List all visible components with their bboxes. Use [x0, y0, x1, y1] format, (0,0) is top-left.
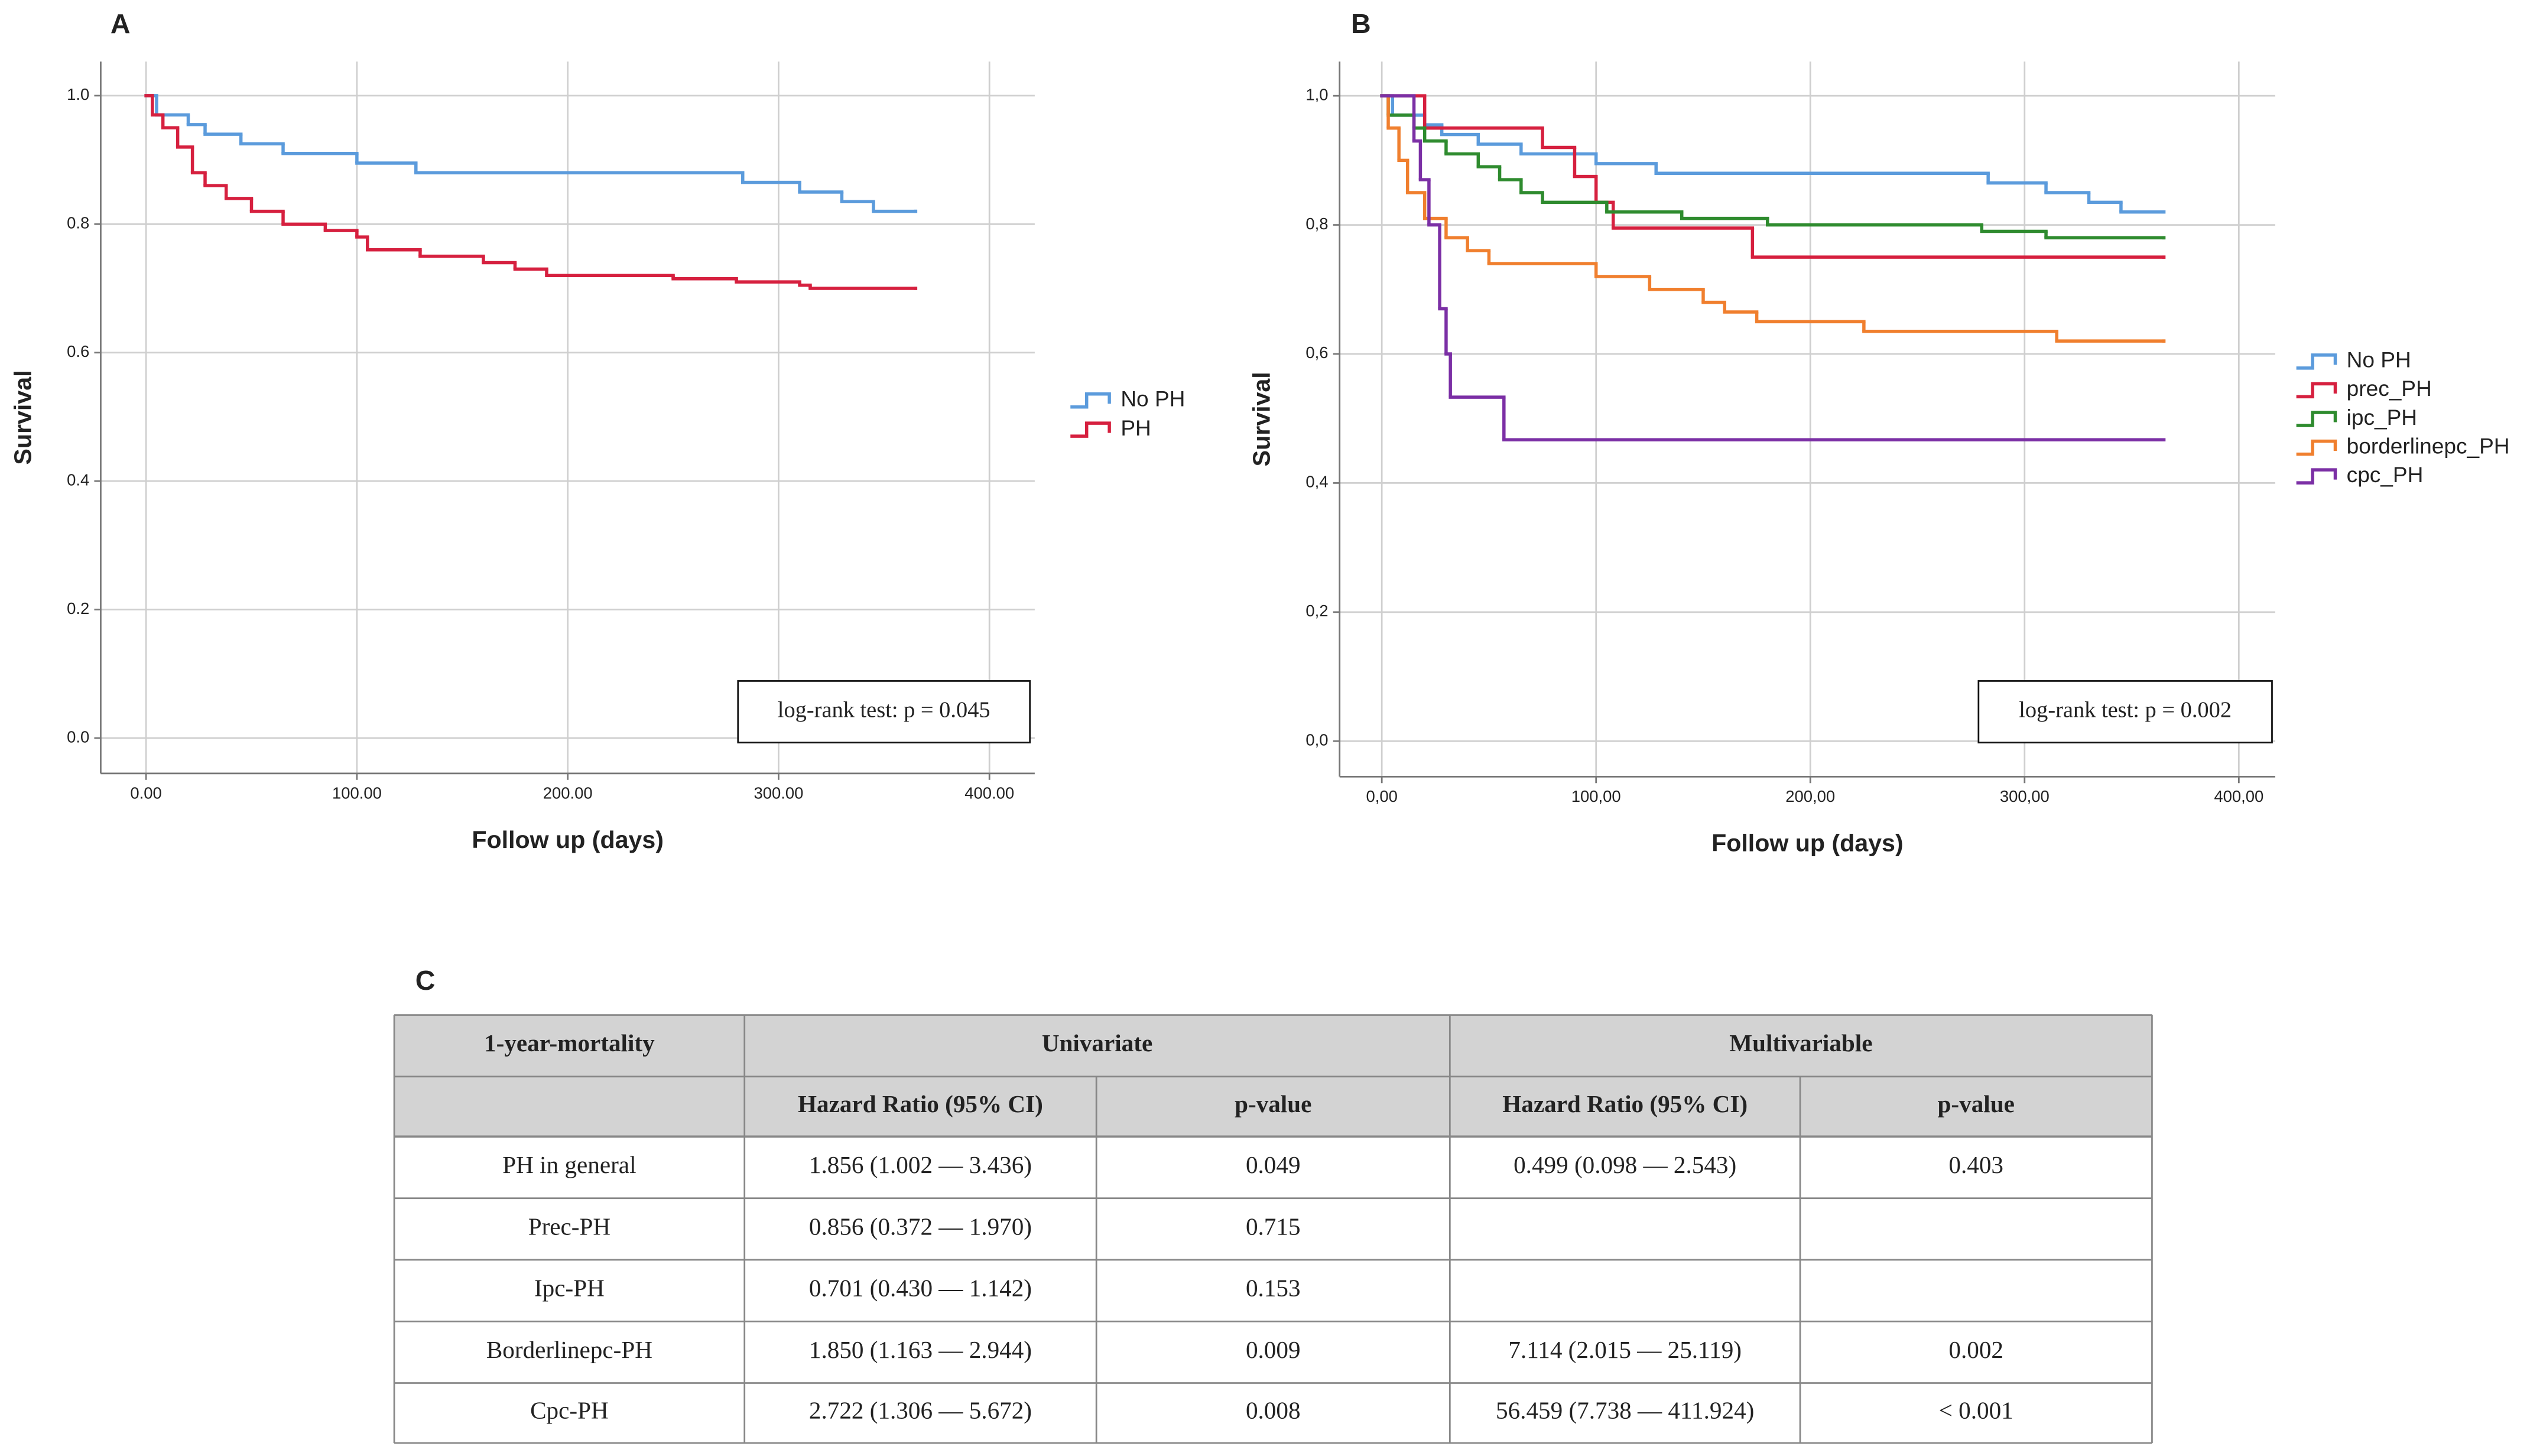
y-tick-label: 0.8 — [67, 214, 89, 232]
table-cell: 0.856 (0.372 — 1.970) — [809, 1213, 1032, 1240]
table-cell: Ipc-PH — [534, 1275, 605, 1302]
table-cell: 0.715 — [1246, 1213, 1301, 1240]
x-axis-title: Follow up (days) — [1711, 829, 1904, 856]
annotation: log-rank test: p = 0.045 — [778, 697, 990, 722]
table-cell: Univariate — [1042, 1029, 1152, 1057]
km-curve — [144, 94, 918, 213]
x-tick-label: 400.00 — [964, 784, 1014, 802]
legend-swatch — [2296, 382, 2337, 399]
table-cell: 0.008 — [1246, 1397, 1301, 1424]
legend-label: prec_PH — [2347, 376, 2432, 401]
legend-label: borderlinepc_PH — [2347, 433, 2510, 458]
table-cell: 56.459 (7.738 — 411.924) — [1496, 1397, 1754, 1425]
table-cell: Prec-PH — [528, 1213, 610, 1240]
y-tick-label: 1,0 — [1305, 85, 1328, 103]
x-axis-title: Follow up (days) — [472, 826, 664, 853]
y-axis-title: Survival — [1248, 372, 1275, 466]
table-cell: < 0.001 — [1939, 1397, 2013, 1424]
panel-label: A — [111, 8, 131, 39]
annotation-box — [1977, 680, 2273, 744]
y-tick-label: 0.0 — [67, 727, 89, 746]
y-tick-label: 0,8 — [1305, 214, 1328, 233]
table-cell: 1.850 (1.163 — 2.944) — [809, 1336, 1032, 1364]
table-cell: Multivariable — [1729, 1029, 1872, 1057]
table-cell: Cpc-PH — [530, 1397, 609, 1424]
x-tick-label: 300,00 — [2000, 787, 2050, 805]
x-tick-label: 200,00 — [1785, 787, 1835, 805]
legend-label: No PH — [2347, 347, 2411, 372]
table-cell: 0.002 — [1948, 1336, 2003, 1363]
legend-label: cpc_PH — [2347, 462, 2424, 487]
legend-swatch — [1070, 421, 1111, 438]
y-tick-label: 0.6 — [67, 342, 89, 360]
panel-label: C — [415, 965, 436, 996]
table-cell: Hazard Ratio (95% CI) — [798, 1090, 1043, 1118]
y-tick-label: 0,0 — [1305, 731, 1328, 749]
table-cell: 0.403 — [1948, 1151, 2003, 1178]
table-cell: 7.114 (2.015 — 25.119) — [1508, 1336, 1742, 1364]
annotation: log-rank test: p = 0.002 — [2019, 697, 2232, 722]
table-cell: PH in general — [502, 1151, 636, 1178]
x-tick-label: 300.00 — [754, 784, 803, 802]
annotation-box — [737, 680, 1031, 744]
table-cell: 1.856 (1.002 — 3.436) — [809, 1151, 1032, 1179]
table-cell: 0.701 (0.430 — 1.142) — [809, 1275, 1032, 1302]
y-tick-label: 0,4 — [1305, 473, 1328, 491]
table-cell: Hazard Ratio (95% CI) — [1502, 1090, 1748, 1118]
table-cell: 0.009 — [1246, 1336, 1301, 1363]
table-cell: p-value — [1235, 1090, 1311, 1117]
legend-swatch — [2296, 411, 2337, 427]
legend-label: ipc_PH — [2347, 405, 2417, 430]
table-cell: Borderlinepc-PH — [486, 1336, 652, 1363]
x-tick-label: 0,00 — [1366, 787, 1397, 805]
y-tick-label: 0.4 — [67, 470, 89, 489]
table-cell: 0.499 (0.098 — 2.543) — [1514, 1151, 1736, 1179]
y-axis-title: Survival — [9, 370, 36, 465]
y-tick-label: 0,2 — [1305, 602, 1328, 620]
panel-label: B — [1351, 8, 1371, 39]
legend-label: PH — [1121, 415, 1151, 440]
legend-swatch — [2296, 439, 2337, 456]
table-cell: 0.049 — [1246, 1151, 1301, 1178]
y-tick-label: 0,6 — [1305, 343, 1328, 362]
legend-label: No PH — [1121, 386, 1185, 411]
table-cell: 1-year-mortality — [484, 1029, 655, 1057]
x-tick-label: 100,00 — [1571, 787, 1621, 805]
legend-swatch — [2296, 353, 2337, 370]
y-tick-label: 1.0 — [67, 85, 89, 103]
km-curve — [1380, 94, 2166, 240]
table-cell: p-value — [1938, 1090, 2015, 1117]
x-tick-label: 100.00 — [332, 784, 382, 802]
legend-swatch — [2296, 468, 2337, 485]
y-tick-label: 0.2 — [67, 599, 89, 618]
x-tick-label: 0.00 — [130, 784, 161, 802]
km-curve — [144, 94, 918, 290]
x-tick-label: 200.00 — [543, 784, 593, 802]
table-cell: 2.722 (1.306 — 5.672) — [809, 1397, 1032, 1425]
table-cell: 0.153 — [1246, 1275, 1301, 1302]
x-tick-label: 400,00 — [2214, 787, 2263, 805]
km-curve — [1380, 94, 2166, 441]
legend-swatch — [1070, 392, 1111, 409]
